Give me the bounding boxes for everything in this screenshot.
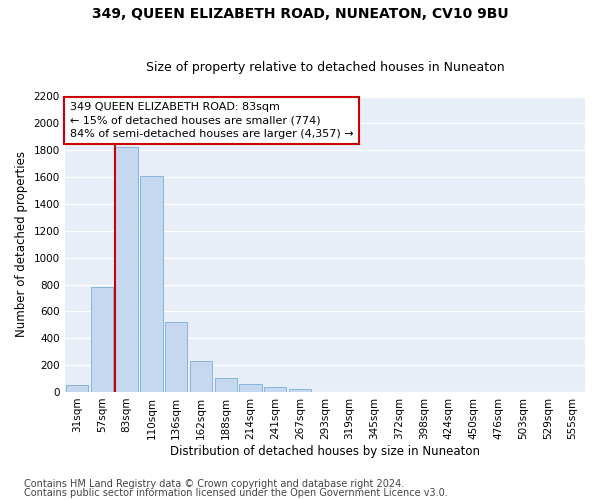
Text: 349 QUEEN ELIZABETH ROAD: 83sqm
← 15% of detached houses are smaller (774)
84% o: 349 QUEEN ELIZABETH ROAD: 83sqm ← 15% of…: [70, 102, 353, 139]
Bar: [165, 322, 187, 392]
X-axis label: Distribution of detached houses by size in Nuneaton: Distribution of detached houses by size …: [170, 444, 480, 458]
Text: Contains HM Land Registry data © Crown copyright and database right 2024.: Contains HM Land Registry data © Crown c…: [24, 479, 404, 489]
Bar: [190, 361, 212, 392]
Bar: [115, 147, 138, 392]
Text: 349, QUEEN ELIZABETH ROAD, NUNEATON, CV10 9BU: 349, QUEEN ELIZABETH ROAD, NUNEATON, CV1…: [92, 8, 508, 22]
Bar: [66, 384, 88, 392]
Bar: [215, 378, 237, 392]
Bar: [239, 384, 262, 392]
Bar: [140, 176, 163, 392]
Bar: [264, 388, 286, 392]
Bar: [91, 287, 113, 392]
Y-axis label: Number of detached properties: Number of detached properties: [15, 151, 28, 337]
Bar: [289, 390, 311, 392]
Text: Contains public sector information licensed under the Open Government Licence v3: Contains public sector information licen…: [24, 488, 448, 498]
Title: Size of property relative to detached houses in Nuneaton: Size of property relative to detached ho…: [146, 62, 504, 74]
